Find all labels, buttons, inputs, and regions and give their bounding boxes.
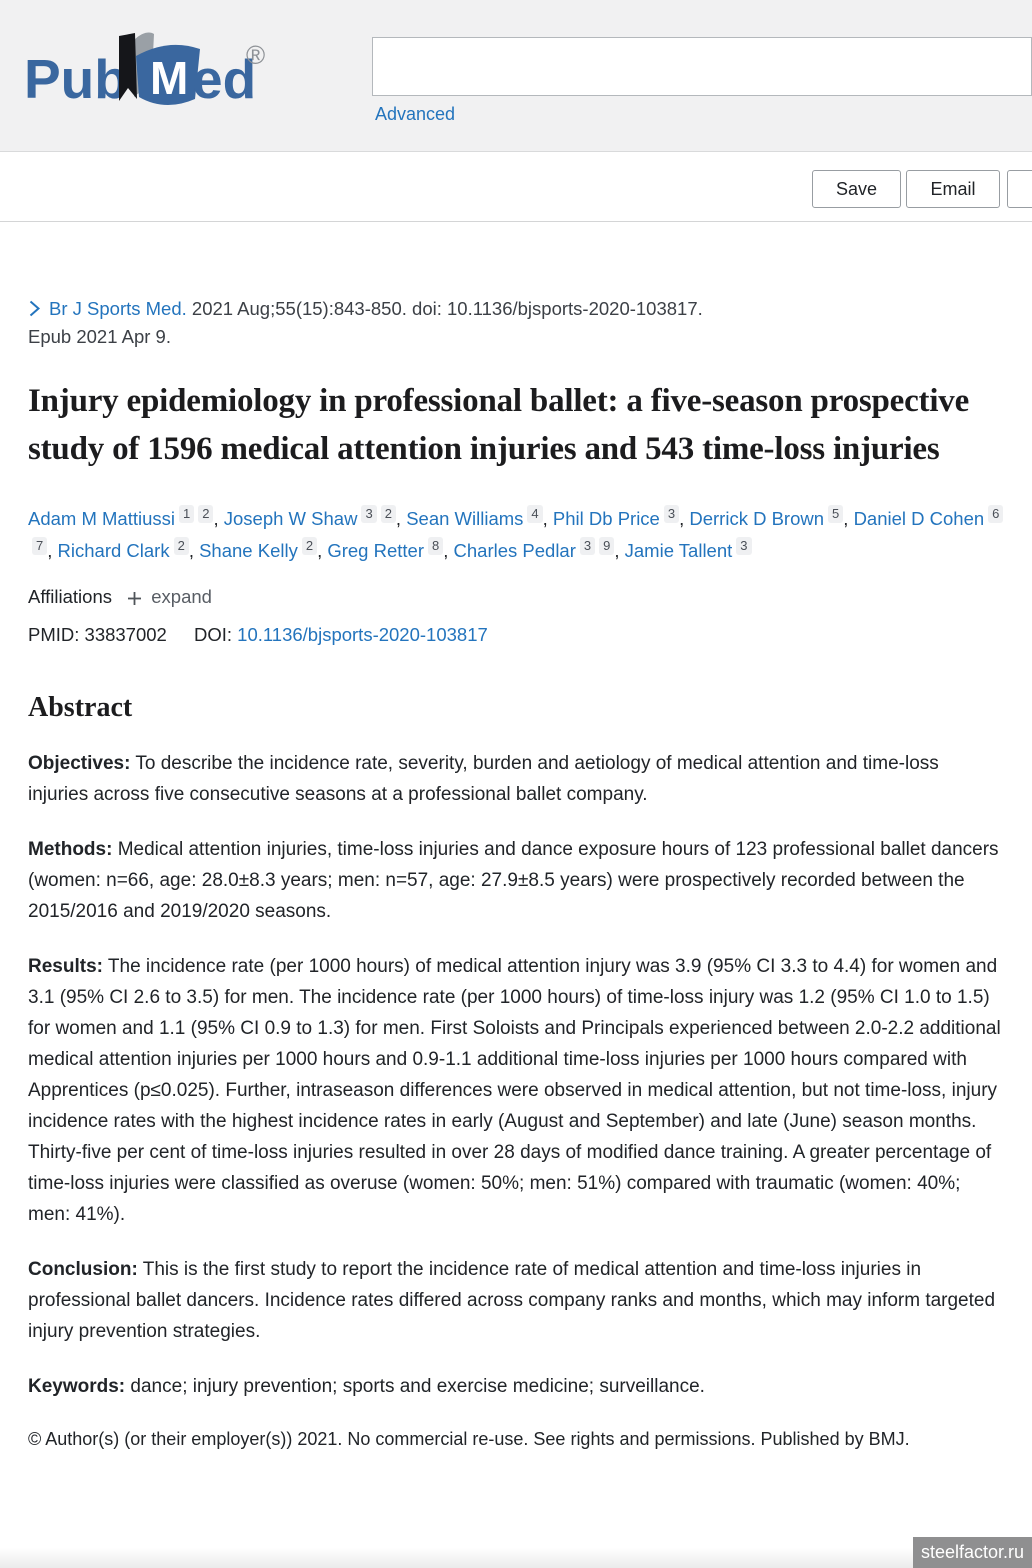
pubmed-logo[interactable]: Pub M ed ® bbox=[24, 30, 274, 122]
author-separator: , bbox=[843, 508, 854, 529]
affiliations-expand[interactable]: expand bbox=[151, 586, 212, 607]
copyright-line: © Author(s) (or their employer(s)) 2021.… bbox=[28, 1429, 910, 1449]
author-link[interactable]: Phil Db Price bbox=[552, 508, 660, 529]
abstract-results: Results: The incidence rate (per 1000 ho… bbox=[28, 951, 1004, 1230]
author-link[interactable]: Charles Pedlar bbox=[453, 540, 576, 561]
affiliation-sup: 3 bbox=[579, 537, 596, 555]
author-link[interactable]: Adam M Mattiussi bbox=[28, 508, 176, 529]
section-text: dance; injury prevention; sports and exe… bbox=[130, 1376, 705, 1397]
authors-list: Adam M Mattiussi 1 2, Joseph W Shaw 3 2, Sea… bbox=[28, 503, 1004, 567]
affiliation-sup: 5 bbox=[828, 505, 844, 523]
abstract-heading: Abstract bbox=[28, 692, 133, 723]
author-separator: , bbox=[213, 508, 224, 529]
page-title: Injury epidemiology in professional ball… bbox=[28, 383, 970, 467]
header: Pub M ed ® Advanced bbox=[0, 0, 1032, 152]
book-icon bbox=[119, 32, 200, 106]
doi-link[interactable]: 10.1136/bjsports-2020-103817 bbox=[237, 624, 488, 645]
search-input[interactable] bbox=[372, 37, 1032, 96]
section-text: This is the first study to report the in… bbox=[28, 1259, 996, 1342]
affiliation-sup: 2 bbox=[301, 537, 318, 555]
abstract-methods: Methods: Medical attention injuries, tim… bbox=[28, 834, 1004, 927]
author-link[interactable]: Daniel D Cohen bbox=[853, 508, 985, 529]
advanced-link[interactable]: Advanced bbox=[375, 104, 456, 124]
affiliation-sup: 2 bbox=[198, 505, 214, 523]
pmid-label: PMID: bbox=[28, 624, 80, 645]
logo-ed-text: ed bbox=[192, 48, 256, 110]
author-separator: , bbox=[395, 508, 407, 529]
affiliation-sup: 2 bbox=[380, 505, 396, 523]
citation-epub: Epub 2021 Apr 9. bbox=[28, 326, 171, 347]
affiliation-sup: 1 bbox=[179, 505, 195, 523]
author-link[interactable]: Greg Retter bbox=[327, 540, 424, 561]
author-separator: , bbox=[443, 540, 454, 561]
section-label: Objectives: bbox=[28, 753, 131, 774]
affiliation-sup: 6 bbox=[988, 505, 1004, 523]
action-bar: Save Email bbox=[0, 152, 1032, 222]
logo-pub-text: Pub bbox=[24, 48, 128, 110]
author-link[interactable]: Richard Clark bbox=[57, 540, 170, 561]
logo-m-text: M bbox=[150, 52, 188, 104]
journal-link[interactable]: Br J Sports Med. bbox=[49, 298, 187, 319]
section-label: Conclusion: bbox=[28, 1259, 138, 1280]
pmid-value: 33837002 bbox=[84, 624, 167, 645]
author-separator: , bbox=[47, 540, 58, 561]
registered-mark: ® bbox=[246, 40, 265, 70]
abstract-objectives: Objectives: To describe the incidence ra… bbox=[28, 748, 1004, 810]
section-label: Methods: bbox=[28, 839, 113, 860]
author-link[interactable]: Jamie Tallent bbox=[624, 540, 733, 561]
author-separator: , bbox=[679, 508, 690, 529]
affiliation-sup: 7 bbox=[32, 537, 48, 555]
email-button[interactable]: Email bbox=[906, 170, 1000, 208]
author-link[interactable]: Derrick D Brown bbox=[689, 508, 825, 529]
section-text: Medical attention injuries, time-loss in… bbox=[28, 839, 999, 922]
more-actions-button-partial[interactable] bbox=[1007, 170, 1032, 208]
chevron-right-icon[interactable] bbox=[28, 298, 41, 324]
affiliations-row: Affiliations expand bbox=[28, 586, 1004, 611]
author-link[interactable]: Sean Williams bbox=[406, 508, 524, 529]
plus-icon[interactable] bbox=[127, 589, 142, 611]
save-button[interactable]: Save bbox=[812, 170, 901, 208]
author-link[interactable]: Shane Kelly bbox=[199, 540, 298, 561]
watermark: steelfactor.ru bbox=[913, 1537, 1032, 1568]
author-separator: , bbox=[188, 540, 200, 561]
affiliation-sup: 9 bbox=[599, 537, 615, 555]
doi-label: DOI: bbox=[193, 624, 233, 645]
affiliation-sup: 3 bbox=[663, 505, 680, 523]
affiliation-sup: 4 bbox=[527, 505, 543, 523]
affiliation-sup: 3 bbox=[736, 537, 752, 555]
affiliation-sup: 3 bbox=[361, 505, 377, 523]
abstract-conclusion: Conclusion: This is the first study to r… bbox=[28, 1254, 1004, 1347]
affiliations-label: Affiliations bbox=[28, 586, 112, 607]
article: Br J Sports Med. 2021 Aug;55(15):843-850… bbox=[28, 222, 1004, 1450]
abstract-keywords: Keywords: dance; injury prevention; spor… bbox=[28, 1371, 1004, 1402]
affiliation-sup: 2 bbox=[173, 537, 189, 555]
author-separator: , bbox=[614, 540, 625, 561]
footer-fade bbox=[0, 1548, 1032, 1568]
ids-row: PMID: 33837002 DOI: 10.1136/bjsports-202… bbox=[28, 624, 1004, 646]
affiliation-sup: 8 bbox=[428, 537, 444, 555]
citation-details: 2021 Aug;55(15):843-850. doi: 10.1136/bj… bbox=[191, 298, 703, 319]
section-label: Results: bbox=[28, 956, 103, 977]
section-text: To describe the incidence rate, severity… bbox=[28, 753, 939, 805]
author-separator: , bbox=[317, 540, 328, 561]
section-label: Keywords: bbox=[28, 1376, 126, 1397]
citation: Br J Sports Med. 2021 Aug;55(15):843-850… bbox=[28, 296, 1004, 350]
author-link[interactable]: Joseph W Shaw bbox=[223, 508, 358, 529]
author-separator: , bbox=[542, 508, 553, 529]
section-text: The incidence rate (per 1000 hours) of m… bbox=[28, 956, 1001, 1225]
